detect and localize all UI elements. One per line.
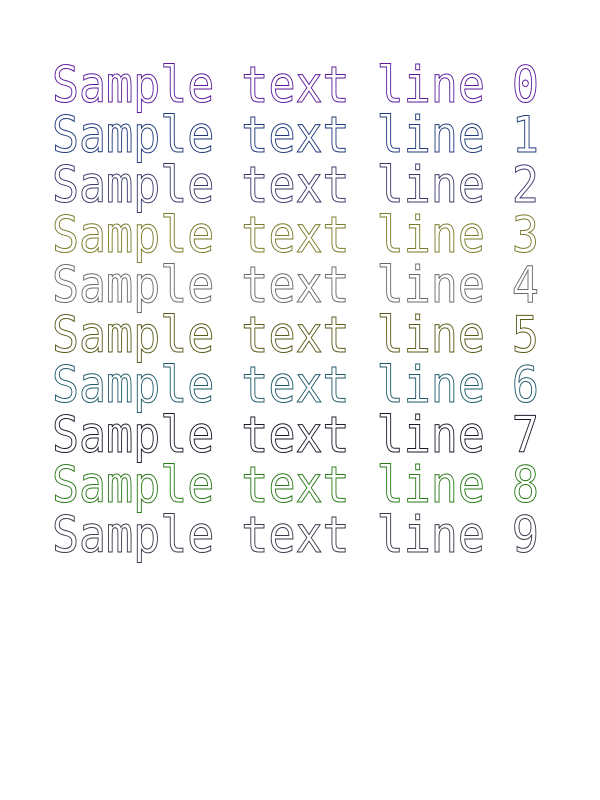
text-line-3: Sample text line 3	[52, 206, 539, 264]
text-line-6: Sample text line 6	[52, 356, 539, 414]
text-line-7: Sample text line 7	[52, 406, 539, 464]
text-line-4: Sample text line 4	[52, 256, 539, 314]
text-line-5: Sample text line 5	[52, 306, 539, 364]
text-line-8: Sample text line 8	[52, 456, 539, 514]
text-line-1: Sample text line 1	[52, 106, 539, 164]
text-line-9: Sample text line 9	[52, 506, 539, 564]
text-line-0: Sample text line 0	[52, 56, 539, 114]
text-line-2: Sample text line 2	[52, 156, 539, 214]
